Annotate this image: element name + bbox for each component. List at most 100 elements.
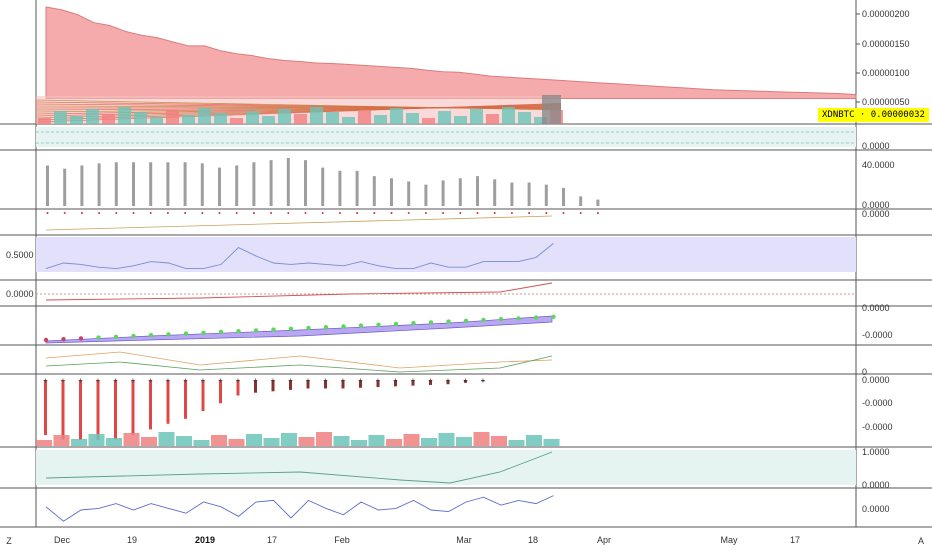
macd-marker: + xyxy=(481,376,486,385)
macd-histogram-bar xyxy=(271,380,275,392)
macd-volume-bar xyxy=(543,439,560,446)
price-tick-label: 0.00000050 xyxy=(862,97,910,107)
volume-bar xyxy=(183,162,187,206)
macd-marker: + xyxy=(323,376,328,385)
volume-dot xyxy=(442,212,445,214)
macd-marker: + xyxy=(61,376,66,385)
volume-dot xyxy=(287,212,290,214)
volume-dot xyxy=(63,212,66,214)
volume-dot xyxy=(510,212,513,214)
volume-bar xyxy=(596,199,600,206)
price-tick-label: 0.0000 xyxy=(862,141,890,151)
volume-bar xyxy=(80,165,84,206)
volume-bar xyxy=(149,162,153,206)
price-tick-label: 0.00000100 xyxy=(862,68,910,78)
ma-line xyxy=(45,351,553,369)
price-tick-label: 0.00000150 xyxy=(862,39,910,49)
macd-marker: + xyxy=(236,376,241,385)
macd-marker: + xyxy=(78,376,83,385)
volume-bar xyxy=(338,170,342,206)
volume-dot xyxy=(528,212,531,214)
auto-scale-button[interactable]: A xyxy=(917,536,924,546)
macd-histogram-bar xyxy=(306,380,310,389)
candle-body xyxy=(374,115,387,124)
volume-dot xyxy=(132,212,135,214)
volume-dot xyxy=(338,212,341,214)
candle-body xyxy=(310,107,323,124)
volume-dot xyxy=(459,212,462,214)
indicator-tick-label: -0.0000 xyxy=(862,398,893,408)
sar-dot xyxy=(218,329,224,335)
x-tick-label: 17 xyxy=(267,535,277,545)
candle-body xyxy=(406,113,419,124)
volume-bar xyxy=(407,181,411,206)
sar-dot xyxy=(323,325,329,330)
volume-dot xyxy=(321,212,324,214)
macd-marker: + xyxy=(463,376,468,385)
macd-marker: + xyxy=(271,376,276,385)
volume-bar xyxy=(304,160,307,206)
macd-volume-bar xyxy=(351,440,367,446)
candle-body xyxy=(502,107,515,124)
macd-volume-bar xyxy=(298,437,315,446)
candle-body xyxy=(134,112,147,124)
volume-dot xyxy=(545,212,548,214)
macd-volume-bar xyxy=(158,432,175,446)
volume-dot xyxy=(424,212,427,214)
macd-marker: + xyxy=(201,376,206,385)
macd-volume-bar xyxy=(193,440,210,446)
macd-volume-bar xyxy=(368,435,385,446)
macd-marker: + xyxy=(131,376,136,385)
macd-histogram-bar xyxy=(96,380,100,440)
zoom-button[interactable]: Z xyxy=(6,536,12,546)
volume-tick-label: 40.0000 xyxy=(862,160,895,170)
macd-marker: + xyxy=(376,376,381,385)
macd-histogram-bar xyxy=(131,380,135,436)
signal-line xyxy=(45,355,553,373)
sar-dot xyxy=(201,330,206,335)
macd-marker: + xyxy=(113,376,118,385)
candle-body xyxy=(294,114,307,124)
macd-volume-bar xyxy=(473,432,490,446)
sar-dot xyxy=(288,326,294,331)
bottom-oscillator-line xyxy=(45,495,554,522)
candle-body xyxy=(534,117,547,124)
macd-volume-bar xyxy=(281,433,297,446)
indicator-tick-label: 0.0000 xyxy=(862,504,890,514)
sar-dot xyxy=(306,325,311,331)
volume-bar xyxy=(390,178,393,206)
candle-body xyxy=(182,115,195,124)
candle-body xyxy=(166,110,179,124)
sar-dot xyxy=(236,329,241,334)
indicator-tick-label: 0.0000 xyxy=(862,480,890,490)
candle-body xyxy=(518,112,531,124)
volume-bar xyxy=(562,187,565,206)
candle-body xyxy=(454,116,467,124)
candle-body xyxy=(230,118,243,124)
macd-marker: + xyxy=(341,376,346,385)
macd-volume-bar xyxy=(141,437,157,446)
sar-dot xyxy=(393,321,399,327)
macd-volume-bar xyxy=(403,434,420,446)
macd-marker: + xyxy=(43,376,48,385)
indicator-band xyxy=(36,450,856,485)
sar-dot xyxy=(551,314,556,319)
volume-dot xyxy=(201,212,204,214)
x-tick-label: 2019 xyxy=(195,535,215,545)
macd-marker: + xyxy=(96,376,101,385)
candle-body xyxy=(118,107,131,124)
macd-marker: + xyxy=(393,376,398,385)
macd-volume-bar xyxy=(106,438,122,446)
macd-marker: + xyxy=(253,376,258,385)
volume-dot xyxy=(407,212,410,214)
left-tick-label: 0.5000 xyxy=(6,250,34,260)
volume-dot xyxy=(166,212,169,214)
volume-dot xyxy=(252,212,255,214)
x-tick-label: 18 xyxy=(528,535,538,545)
candle-body xyxy=(246,111,259,124)
sar-dot xyxy=(271,327,276,332)
macd-marker: + xyxy=(183,376,188,385)
volume-dot xyxy=(184,212,187,214)
